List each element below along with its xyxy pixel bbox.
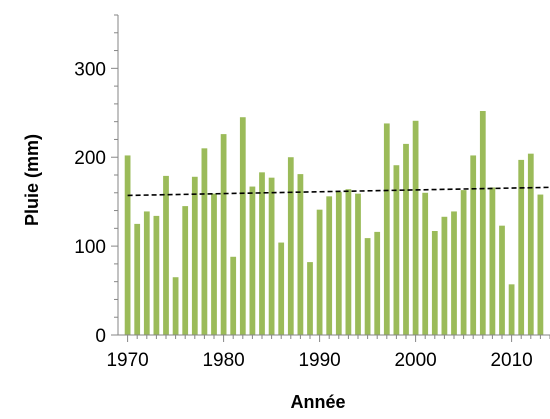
y-ticks-group: 0 100 200 300 bbox=[74, 14, 118, 347]
bar-1987 bbox=[287, 157, 294, 335]
bar-1970 bbox=[124, 155, 131, 335]
bar-1999 bbox=[403, 143, 409, 335]
trend-line bbox=[127, 186, 550, 197]
bar-1974 bbox=[163, 175, 169, 335]
x-tick-label: 2000 bbox=[394, 350, 436, 371]
bar-1988 bbox=[297, 174, 304, 335]
bar-1982 bbox=[239, 117, 246, 335]
x-tick-label: 1990 bbox=[298, 350, 340, 371]
x-ticks-group: 1970 1980 1990 2000 2010 bbox=[106, 335, 550, 371]
x-tick-label: 1970 bbox=[106, 350, 148, 371]
bar-2001 bbox=[422, 192, 429, 335]
bar-1990 bbox=[316, 209, 323, 335]
bar-1980 bbox=[220, 134, 227, 335]
bar-1971 bbox=[134, 223, 141, 335]
bar-1985 bbox=[268, 177, 275, 335]
y-tick-label: 100 bbox=[74, 237, 106, 258]
bar-1994 bbox=[355, 193, 361, 335]
bar-1977 bbox=[191, 176, 198, 335]
bar-1981 bbox=[230, 256, 237, 335]
bar-2003 bbox=[441, 216, 448, 335]
bar-1998 bbox=[393, 165, 400, 335]
bar-1984 bbox=[259, 172, 265, 335]
y-tick-label: 0 bbox=[95, 326, 106, 347]
bar-1992 bbox=[335, 191, 342, 335]
bars-group bbox=[124, 111, 544, 335]
bar-1976 bbox=[182, 206, 189, 335]
y-tick-label: 200 bbox=[74, 148, 106, 169]
bar-1991 bbox=[326, 196, 333, 335]
bar-2002 bbox=[431, 231, 438, 335]
bar-2007 bbox=[479, 111, 486, 335]
bar-2010 bbox=[508, 284, 515, 335]
bar-2008 bbox=[489, 187, 496, 335]
bar-1995 bbox=[364, 238, 371, 335]
bar-1996 bbox=[374, 231, 381, 335]
bar-1978 bbox=[201, 148, 208, 335]
bar-1972 bbox=[143, 211, 150, 335]
bar-2013 bbox=[537, 194, 544, 335]
bar-1975 bbox=[172, 277, 179, 335]
x-axis-title: Année bbox=[290, 392, 345, 412]
bar-2005 bbox=[460, 190, 467, 335]
x-tick-label: 2010 bbox=[490, 350, 532, 371]
bar-2000 bbox=[412, 120, 419, 335]
bar-1993 bbox=[345, 189, 352, 335]
bar-2012 bbox=[527, 153, 534, 335]
bar-1986 bbox=[278, 242, 285, 335]
bar-2004 bbox=[451, 211, 457, 335]
y-axis-title: Pluie (mm) bbox=[22, 134, 42, 226]
bar-2011 bbox=[518, 159, 525, 335]
y-tick-label: 300 bbox=[74, 59, 106, 80]
bar-2009 bbox=[499, 225, 505, 335]
bar-2006 bbox=[470, 155, 477, 335]
bar-1997 bbox=[383, 123, 390, 335]
x-tick-label: 1980 bbox=[202, 350, 244, 371]
bar-1979 bbox=[211, 193, 217, 335]
bar-1983 bbox=[249, 186, 256, 335]
bar-1973 bbox=[153, 215, 160, 335]
bar-1989 bbox=[307, 262, 313, 335]
